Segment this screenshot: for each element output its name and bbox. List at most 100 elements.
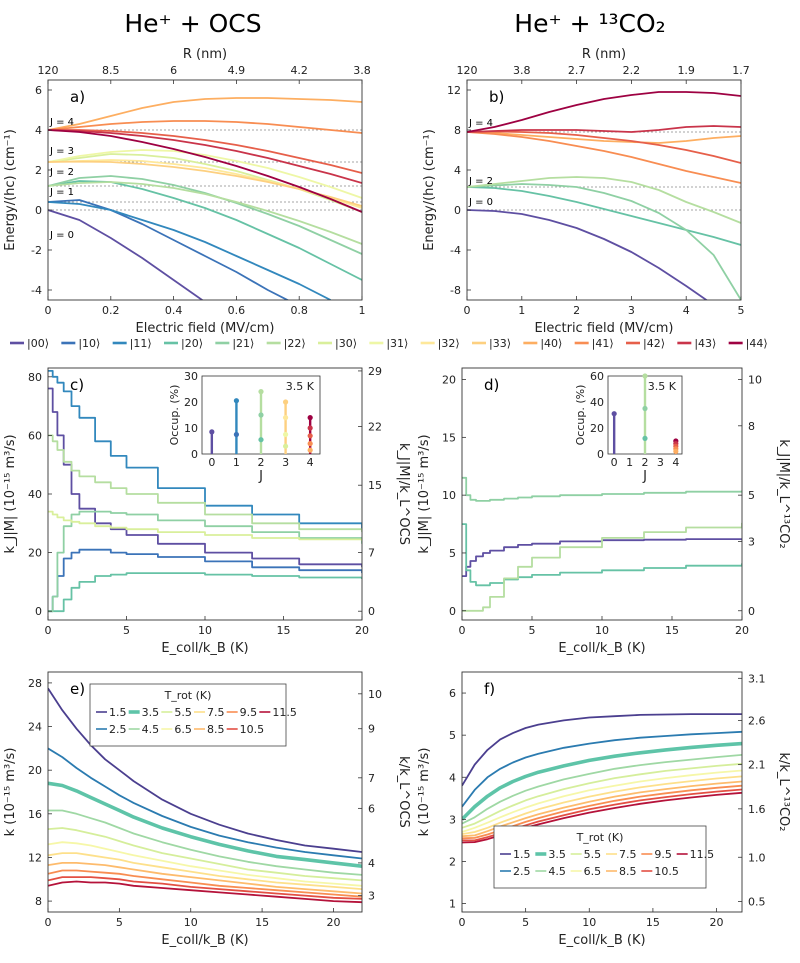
- inset-x-axis-label: J: [258, 469, 263, 484]
- panel-label: b): [489, 88, 504, 106]
- inset-y-tick-label: 60: [590, 370, 604, 383]
- occupancy-point: [611, 411, 617, 417]
- legend-entry-label: 6.5: [174, 723, 192, 736]
- series-group: [462, 476, 742, 612]
- panel-e: 0 5 10 15 20 8 12 16 20 24 28 3 4 6 7 9 10 k/k_L^OCS E_col…: [3, 671, 411, 948]
- legend-label: |30⟩: [335, 337, 357, 350]
- legend-entry-label: 10.5: [240, 723, 265, 736]
- occupancy-point: [282, 431, 289, 438]
- x-tick-label: 0.2: [102, 304, 120, 317]
- series-line: [462, 769, 742, 833]
- x-tick-label: 0.4: [165, 304, 183, 317]
- series-line: [462, 784, 742, 840]
- inset-x-tick-label: 1: [626, 456, 633, 469]
- inset-x-tick-label: 0: [611, 456, 618, 469]
- occupancy-point: [307, 441, 313, 447]
- top-tick-label: 1.7: [732, 64, 750, 77]
- inset-y-tick-label: 20: [184, 396, 198, 409]
- y-axis-label: k (10⁻¹⁵ m³/s): [3, 748, 18, 837]
- series-line: [462, 730, 742, 808]
- y2-axis-label: k/k_L^OCS: [396, 756, 411, 828]
- y2-tick-label: 6: [368, 802, 375, 815]
- series-line: [48, 510, 362, 541]
- occupancy-point: [642, 373, 648, 379]
- occupancy-point: [307, 415, 313, 421]
- inset-y-axis-label: Occup. (%): [574, 385, 587, 446]
- series-line: [48, 129, 362, 174]
- occupancy-point: [642, 405, 648, 412]
- legend-label: |41⟩: [592, 337, 614, 350]
- series-line: [48, 181, 362, 245]
- panel-label: a): [70, 88, 85, 106]
- x-tick-label: 3: [628, 304, 635, 317]
- series-line: [467, 131, 741, 144]
- series-group: [462, 713, 742, 844]
- inset-x-tick-label: 0: [208, 456, 215, 469]
- legend-entry-label: 11.5: [272, 706, 297, 719]
- inset-y-axis-label: Occup. (%): [168, 385, 181, 446]
- series-group: [48, 687, 362, 904]
- y2-tick-label: 9: [368, 723, 375, 736]
- y-tick-label: 5: [449, 729, 456, 742]
- y-tick-label: 20: [28, 547, 42, 560]
- y2-tick-label: 3.1: [748, 672, 766, 685]
- series-line: [48, 687, 362, 853]
- x-tick-label: 5: [738, 304, 745, 317]
- y2-tick-label: 22: [368, 421, 382, 434]
- y-tick-label: 6: [35, 84, 42, 97]
- legend-title: T_rot (K): [164, 689, 212, 702]
- series-line: [48, 180, 362, 281]
- x-tick-label: 0: [45, 304, 52, 317]
- title-right: He⁺ + ¹³CO₂: [514, 9, 665, 38]
- panel-label: e): [70, 680, 85, 698]
- panel-a: 0 0.2 0.4 0.6 0.8 1 -4 -2 0 2 4 6 120 8.5 6 4.9 4.2 3.8 R …: [3, 47, 371, 336]
- x-tick-label: 0: [45, 916, 52, 929]
- temperature-legend: T_rot (K) 1.5 2.5 3.5 4.5 5.5 6.5 7.5 8.5 9.5 10.5…: [493, 825, 714, 889]
- x-tick-label: 1: [518, 304, 525, 317]
- legend-entry-label: 7.5: [619, 848, 637, 861]
- y2-tick-label: 10: [368, 688, 382, 701]
- occupancy-point: [258, 389, 264, 395]
- inset-y-tick-label: 40: [590, 396, 604, 409]
- y2-tick-label: 5: [748, 489, 755, 502]
- occupancy-point: [258, 437, 264, 443]
- series-line: [462, 476, 742, 502]
- occupancy-point: [307, 447, 313, 453]
- series-line: [467, 176, 741, 224]
- x-tick-label: 10: [582, 916, 596, 929]
- legend-label: |10⟩: [78, 337, 100, 350]
- panel-label: d): [484, 376, 499, 394]
- y-tick-label: 28: [28, 677, 42, 690]
- y2-tick-label: 0.5: [748, 895, 766, 908]
- y-tick-label: 60: [28, 429, 42, 442]
- inset-y-tick-label: 30: [184, 370, 198, 383]
- y-tick-label: 80: [28, 371, 42, 384]
- y-tick-label: 0: [35, 204, 42, 217]
- top-axis-label: R (nm): [183, 47, 227, 62]
- occupancy-point: [642, 435, 648, 441]
- series-line: [48, 201, 332, 300]
- x-axis-label: Electric field (MV/cm): [535, 321, 674, 336]
- series-group: [48, 370, 362, 613]
- inset-title: 3.5 K: [286, 380, 315, 393]
- series-group: [467, 91, 741, 300]
- series-line: [48, 510, 362, 613]
- y2-tick-label: 2.6: [748, 714, 766, 727]
- legend-entry-label: 9.5: [654, 848, 672, 861]
- legend-entry-label: 2.5: [109, 723, 127, 736]
- y-axis-label: Energy/(hc) (cm⁻¹): [3, 129, 18, 251]
- x-tick-label: 15: [665, 624, 679, 637]
- y-tick-label: 0: [449, 605, 456, 618]
- legend-entry-label: 10.5: [654, 865, 679, 878]
- series-group: [48, 97, 362, 300]
- legend-label: |40⟩: [540, 337, 562, 350]
- series-line: [467, 130, 741, 164]
- legend-entry-label: 6.5: [584, 865, 602, 878]
- series-line: [462, 741, 742, 821]
- legend-label: |32⟩: [438, 337, 460, 350]
- top-tick-label: 1.9: [677, 64, 695, 77]
- x-tick-label: 0.6: [228, 304, 246, 317]
- top-tick-label: 3.8: [513, 64, 531, 77]
- y2-tick-label: 15: [368, 479, 382, 492]
